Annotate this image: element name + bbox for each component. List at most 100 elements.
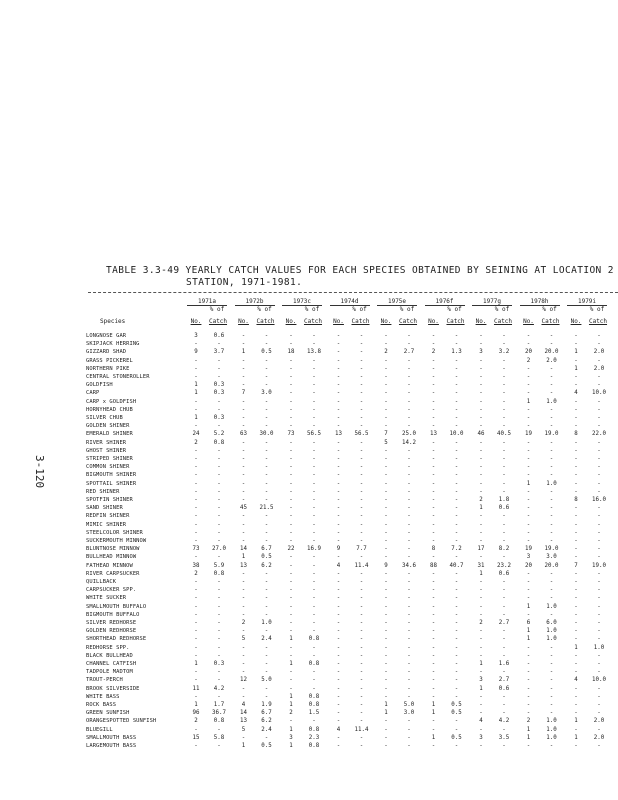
species-name: BIGMOUTH SHINER	[86, 472, 137, 479]
pct-catch-cell: 1.5	[308, 710, 320, 717]
pct-catch-cell: -	[312, 374, 316, 380]
count-cell: -	[384, 620, 388, 626]
pct-label: Catch	[351, 318, 370, 325]
count-cell: 13	[430, 431, 437, 438]
count-cell: -	[289, 497, 293, 503]
count-cell: -	[431, 579, 436, 585]
count-cell: -	[289, 603, 293, 610]
pct-catch-cell: 0.5	[261, 554, 272, 561]
count-cell: -	[241, 333, 246, 339]
count-cell: -	[194, 677, 198, 684]
pct-catch-cell: -	[597, 611, 601, 618]
count-cell: -	[479, 702, 483, 708]
pct-catch-cell: -	[597, 579, 601, 585]
pct-catch-cell: 0.5	[451, 710, 462, 717]
pct-catch-cell: 30.0	[259, 431, 274, 438]
count-cell: -	[336, 472, 341, 479]
count-cell: 1	[479, 661, 483, 667]
pct-catch-cell: 0.6	[498, 505, 510, 512]
pct-catch-cell: -	[502, 521, 506, 528]
pct-label: % of	[399, 306, 415, 313]
count-cell: -	[194, 480, 198, 487]
pct-catch-cell: 27.0	[212, 546, 226, 553]
pct-catch-cell: -	[549, 595, 554, 602]
count-cell: -	[574, 464, 578, 471]
count-cell: -	[194, 488, 198, 495]
count-cell: 1	[574, 349, 578, 356]
count-cell: -	[384, 595, 388, 602]
count-cell: -	[574, 587, 578, 594]
count-cell: -	[336, 415, 341, 421]
count-cell: -	[384, 382, 388, 389]
count-cell: -	[241, 488, 246, 495]
count-cell: -	[384, 743, 388, 749]
species-name: ORANGESPOTTED SUNFISH	[86, 718, 157, 725]
count-cell: -	[289, 365, 293, 372]
pct-catch-cell: -	[217, 726, 221, 733]
pct-catch-cell: -	[454, 554, 459, 561]
count-cell: -	[194, 669, 198, 676]
pct-catch-cell: -	[502, 333, 506, 339]
count-cell: -	[289, 341, 293, 348]
count-cell: -	[526, 447, 531, 454]
count-cell: -	[526, 439, 531, 446]
count-cell: -	[384, 497, 388, 503]
species-name: QUILLBACK	[86, 579, 117, 585]
count-cell: -	[336, 579, 341, 585]
pct-catch-cell: 7.2	[451, 546, 462, 553]
count-cell: -	[336, 595, 341, 602]
pct-catch-cell: -	[502, 611, 506, 618]
count-cell: -	[289, 562, 293, 569]
pct-catch-cell: -	[264, 661, 269, 667]
count-cell: -	[431, 743, 436, 749]
count-cell: -	[479, 587, 483, 594]
pct-catch-cell: -	[597, 710, 601, 717]
pct-catch-cell: -	[407, 333, 411, 339]
count-cell: -	[194, 595, 198, 602]
pct-catch-cell: -	[217, 644, 221, 651]
pct-catch-cell: -	[454, 595, 459, 602]
pct-catch-cell: -	[454, 390, 459, 397]
count-cell: -	[289, 406, 293, 413]
pct-catch-cell: 19.0	[544, 431, 559, 438]
page-number: 3-120	[33, 455, 46, 489]
pct-catch-cell: -	[549, 439, 554, 446]
pct-catch-cell: 2.0	[593, 365, 605, 372]
pct-catch-cell: -	[359, 365, 364, 372]
count-cell: 1	[194, 702, 198, 708]
count-cell: -	[194, 365, 198, 372]
count-cell: -	[384, 603, 388, 610]
count-cell: -	[431, 669, 436, 676]
pct-catch-cell: -	[264, 579, 269, 585]
pct-catch-cell: -	[454, 726, 459, 733]
count-cell: 1	[289, 693, 293, 700]
pct-catch-cell: 0.8	[213, 570, 225, 577]
count-cell: 1	[384, 702, 388, 708]
count-cell: -	[289, 595, 293, 602]
pct-catch-cell: -	[407, 505, 411, 512]
pct-catch-cell: -	[264, 513, 269, 520]
pct-catch-cell: -	[549, 521, 554, 528]
pct-catch-cell: -	[454, 374, 459, 380]
count-cell: -	[194, 743, 198, 749]
count-cell: -	[431, 357, 436, 364]
pct-catch-cell: -	[502, 743, 506, 749]
count-cell: -	[479, 423, 483, 430]
no-label: No.	[190, 318, 202, 325]
table-title-continued: STATION, 1971-1981.	[186, 277, 303, 288]
count-cell: -	[194, 636, 198, 643]
count-cell: -	[526, 415, 531, 421]
pct-catch-cell: -	[454, 718, 459, 725]
count-cell: -	[289, 505, 293, 512]
count-cell: -	[479, 447, 483, 454]
count-cell: 5	[384, 439, 388, 446]
pct-catch-cell: -	[359, 480, 364, 487]
pct-catch-cell: -	[217, 611, 221, 618]
pct-catch-cell: 2.4	[261, 726, 272, 733]
pct-catch-cell: -	[312, 415, 316, 421]
pct-catch-cell: -	[312, 587, 316, 594]
pct-catch-cell: 0.8	[308, 636, 320, 643]
table-title: TABLE 3.3-49 YEARLY CATCH VALUES FOR EAC…	[106, 265, 618, 276]
count-cell: 22	[287, 546, 295, 553]
pct-catch-cell: -	[217, 365, 221, 372]
